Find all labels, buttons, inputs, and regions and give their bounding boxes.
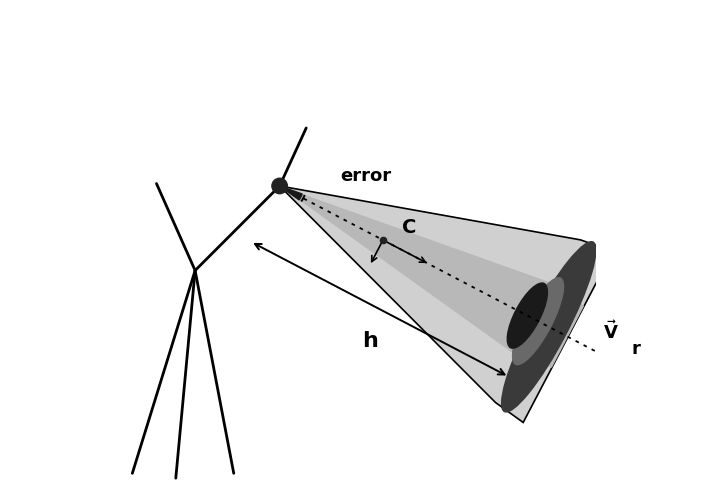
Circle shape xyxy=(272,178,287,194)
Ellipse shape xyxy=(506,282,548,349)
Text: error: error xyxy=(340,167,391,185)
Polygon shape xyxy=(279,186,584,368)
Text: r: r xyxy=(632,340,641,358)
Ellipse shape xyxy=(512,277,564,365)
Text: $\mathregular{\vec{V}}$: $\mathregular{\vec{V}}$ xyxy=(603,320,619,343)
Ellipse shape xyxy=(501,241,596,412)
Polygon shape xyxy=(279,186,613,423)
Text: C: C xyxy=(402,218,417,238)
Polygon shape xyxy=(279,186,302,200)
Text: h: h xyxy=(362,331,378,351)
